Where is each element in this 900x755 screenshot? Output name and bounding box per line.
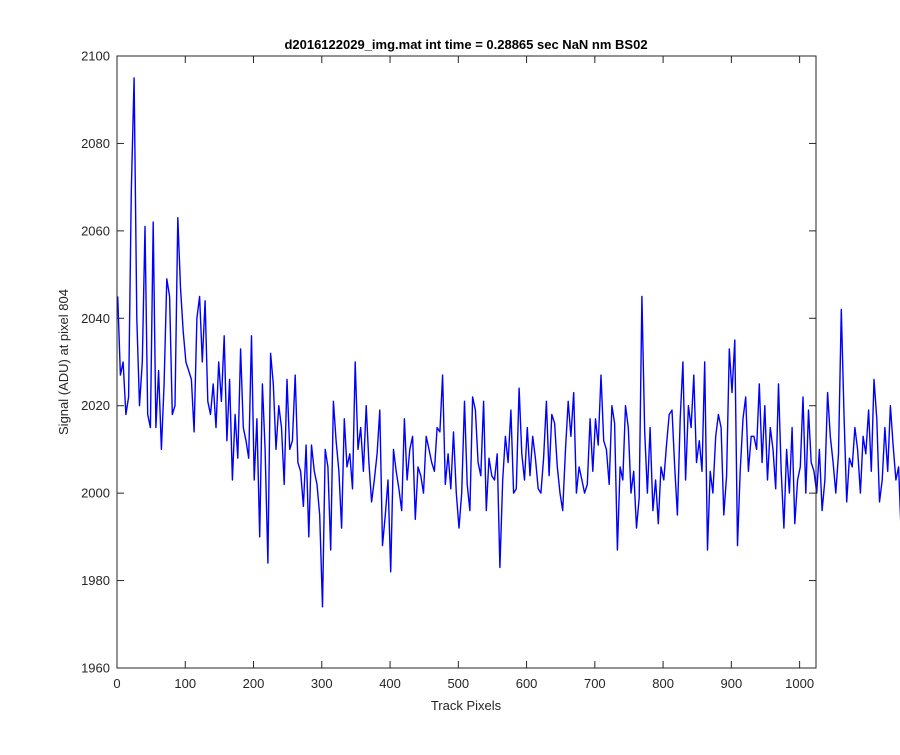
x-tick-label: 700 [584,676,606,691]
y-tick-label: 2100 [81,49,110,64]
plot-area [117,56,816,668]
y-tick-label: 1960 [81,661,110,676]
y-axis-title: Signal (ADU) at pixel 804 [56,289,71,435]
x-tick-label: 1000 [785,676,814,691]
y-tick-label: 2080 [81,136,110,151]
x-tick-label: 600 [516,676,538,691]
series-layer [117,77,900,608]
x-tick-label: 300 [311,676,333,691]
x-tick-label: 800 [652,676,674,691]
axes-box [116,55,817,669]
tick-labels: 0 100 200 300 400 500 600 700 800 900 1000 1960 1980… [81,49,814,692]
x-tick-label: 200 [243,676,265,691]
axis-ticks [116,55,816,669]
y-tick-label: 2000 [81,486,110,501]
y-tick-label: 2060 [81,223,110,238]
x-axis-title: Track Pixels [431,698,502,713]
y-tick-label: 1980 [81,573,110,588]
y-tick-label: 2020 [81,398,110,413]
x-tick-label: 900 [721,676,743,691]
signal-series-line [117,77,900,608]
x-tick-label: 400 [379,676,401,691]
x-tick-label: 100 [174,676,196,691]
y-tick-label: 2040 [81,311,110,326]
x-tick-label: 500 [447,676,469,691]
chart-title: d2016122029_img.mat int time = 0.28865 s… [284,37,647,52]
x-tick-label: 0 [113,676,120,691]
